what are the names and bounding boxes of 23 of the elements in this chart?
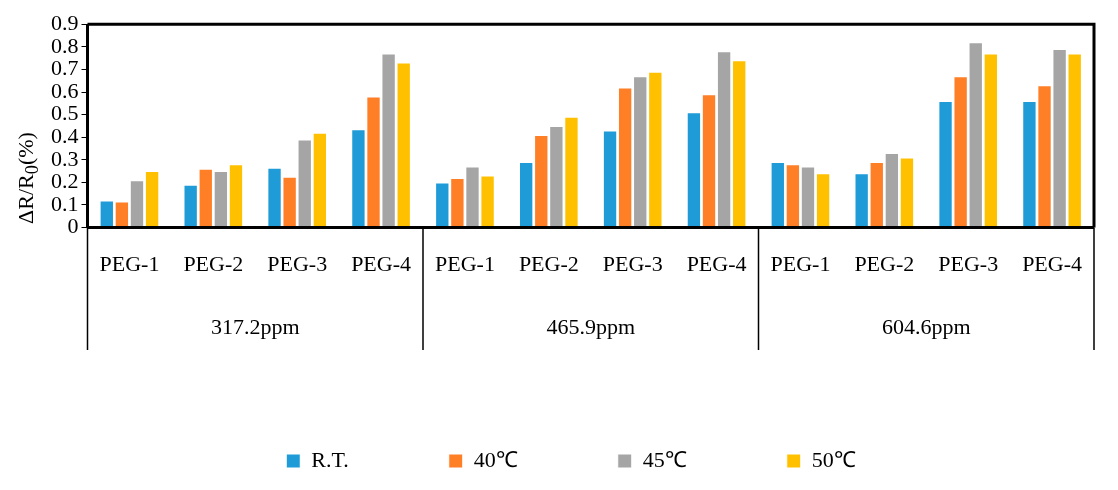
x-tick-label: PEG-1 — [99, 250, 160, 276]
legend-label: 50℃ — [811, 446, 856, 472]
x-tick-label: PEG-3 — [938, 250, 999, 276]
x-tick-label: PEG-3 — [602, 250, 663, 276]
text: 317.2ppm — [210, 313, 300, 339]
legend-label: 40℃ — [473, 446, 518, 472]
x-tick-label: PEG-1 — [434, 250, 495, 276]
y-tick-label: 0.9 — [51, 9, 79, 35]
x-tick-label: PEG-4 — [686, 250, 747, 276]
y-tick-label: 0.8 — [51, 32, 79, 58]
text: 604.6ppm — [881, 313, 971, 339]
y-tick-label: 0.3 — [51, 145, 79, 171]
x-tick-label: PEG-4 — [1022, 250, 1083, 276]
x-tick-label: PEG-1 — [770, 250, 831, 276]
x-tick-label: PEG-2 — [183, 250, 244, 276]
x-tick-label: PEG-2 — [518, 250, 579, 276]
legend-label: 45℃ — [642, 446, 687, 472]
text: 465.9ppm — [546, 313, 636, 339]
legend-label: R.T. — [311, 446, 349, 472]
y-tick-label: 0 — [67, 213, 79, 239]
x-tick-label: PEG-2 — [854, 250, 915, 276]
x-tick-label: PEG-3 — [267, 250, 328, 276]
x-tick-label: PEG-4 — [351, 250, 412, 276]
